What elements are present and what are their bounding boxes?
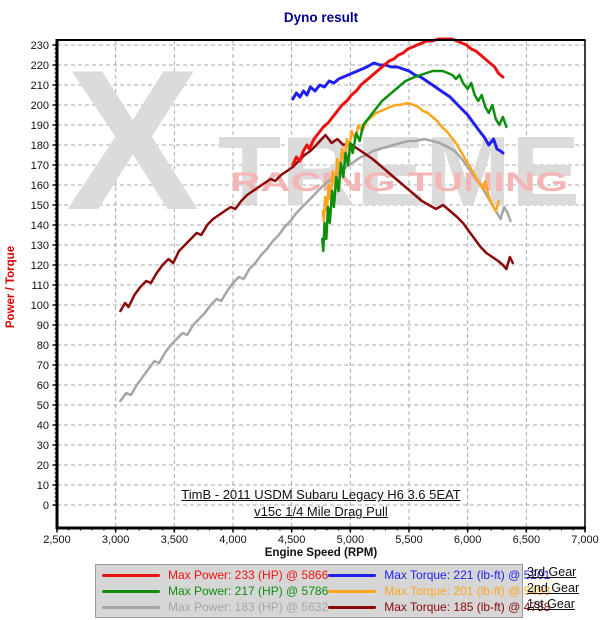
gear-label-2nd: 2nd Gear	[527, 581, 580, 595]
legend-row-3rd: Max Power: 233 (HP) @ 5866 Max Torque: 2…	[96, 567, 550, 583]
svg-text:130: 130	[31, 240, 49, 252]
legend-label-power-1st: Max Power: 183 (HP) @ 5632	[168, 600, 329, 614]
svg-text:70: 70	[37, 360, 49, 372]
svg-text:3,500: 3,500	[161, 534, 189, 546]
svg-text:190: 190	[31, 120, 49, 132]
svg-text:50: 50	[37, 400, 49, 412]
gear-labels: 3rd Gear 2nd Gear 1st Gear	[527, 565, 579, 613]
svg-text:230: 230	[31, 40, 49, 52]
x-axis-title: Engine Speed (RPM)	[265, 547, 378, 559]
legend-label-torque-1st: Max Torque: 185 (lb-ft) @ 4788	[384, 600, 551, 614]
svg-text:6,500: 6,500	[513, 534, 541, 546]
legend-swatch-torque-3rd	[328, 573, 377, 577]
svg-text:120: 120	[31, 260, 49, 272]
legend-label-torque-3rd: Max Torque: 221 (lb-ft) @ 5201	[384, 568, 551, 582]
svg-text:40: 40	[37, 420, 49, 432]
axis-titles: Engine Speed (RPM) Power / Torque	[5, 246, 377, 559]
svg-text:170: 170	[31, 160, 49, 172]
legend-row-2nd: Max Power: 217 (HP) @ 5786 Max Torque: 2…	[96, 583, 550, 599]
svg-text:4,500: 4,500	[278, 534, 306, 546]
svg-text:3,000: 3,000	[102, 534, 130, 546]
svg-text:30: 30	[37, 440, 49, 452]
legend-label-power-2nd: Max Power: 217 (HP) @ 5786	[168, 584, 329, 598]
grid	[56, 40, 586, 528]
svg-text:210: 210	[31, 80, 49, 92]
gear-label-3rd: 3rd Gear	[527, 565, 577, 579]
series-3rd-gear-torque-lb-ft-	[291, 61, 505, 155]
legend-swatch-power-1st	[102, 605, 160, 609]
ticks	[52, 44, 586, 533]
series-1st-gear-power-hp-	[119, 137, 512, 403]
legend: Max Power: 233 (HP) @ 5866 Max Torque: 2…	[95, 564, 550, 618]
chart-title: Dyno result	[283, 10, 359, 25]
svg-text:5,000: 5,000	[337, 534, 365, 546]
svg-text:80: 80	[37, 340, 49, 352]
y-axis-title: Power / Torque	[5, 246, 17, 328]
series-3rd-gear-power-hp-	[291, 37, 505, 167]
svg-text:0: 0	[43, 500, 49, 512]
svg-text:2,500: 2,500	[43, 534, 71, 546]
svg-text:5,500: 5,500	[395, 534, 423, 546]
series-2nd-gear-torque-lb-ft-	[321, 101, 501, 223]
legend-swatch-power-3rd	[102, 573, 160, 577]
svg-text:160: 160	[31, 180, 49, 192]
svg-text:10: 10	[37, 480, 49, 492]
svg-text:20: 20	[37, 460, 49, 472]
svg-text:6,000: 6,000	[454, 534, 482, 546]
legend-label-power-3rd: Max Power: 233 (HP) @ 5866	[168, 568, 329, 582]
series-2nd-gear-power-hp-	[320, 69, 508, 253]
svg-text:110: 110	[31, 280, 49, 292]
svg-text:7,000: 7,000	[571, 534, 599, 546]
legend-row-1st: Max Power: 183 (HP) @ 5632 Max Torque: 1…	[96, 599, 550, 615]
legend-swatch-torque-2nd	[328, 589, 377, 593]
annotation-vehicle: TimB - 2011 USDM Subaru Legacy H6 3.6 5E…	[181, 487, 461, 502]
y-axis-labels: 0 10 20 30 40 50 60 70 80 90 100 110 120 130 140 150 160…	[31, 40, 49, 512]
svg-text:140: 140	[31, 220, 49, 232]
series-1st-gear-torque-lb-ft-	[119, 133, 515, 313]
svg-text:200: 200	[31, 100, 49, 112]
svg-text:X: X	[66, 29, 199, 252]
svg-text:150: 150	[31, 200, 49, 212]
legend-label-torque-2nd: Max Torque: 201 (lb-ft) @ 5493	[384, 584, 551, 598]
svg-text:90: 90	[37, 320, 49, 332]
x-axis-labels: 2,500 3,000 3,500 4,000 4,500 5,000 5,500 6,000…	[43, 534, 599, 546]
svg-text:180: 180	[31, 140, 49, 152]
legend-swatch-torque-1st	[328, 605, 377, 609]
gear-label-1st: 1st Gear	[527, 597, 575, 611]
svg-text:60: 60	[37, 380, 49, 392]
svg-text:100: 100	[31, 300, 49, 312]
annotation-run: v15c 1/4 Mile Drag Pull	[254, 504, 388, 519]
legend-swatch-power-2nd	[102, 589, 160, 593]
svg-text:4,000: 4,000	[219, 534, 247, 546]
svg-text:TREME: TREME	[218, 116, 580, 226]
svg-text:220: 220	[31, 60, 49, 72]
